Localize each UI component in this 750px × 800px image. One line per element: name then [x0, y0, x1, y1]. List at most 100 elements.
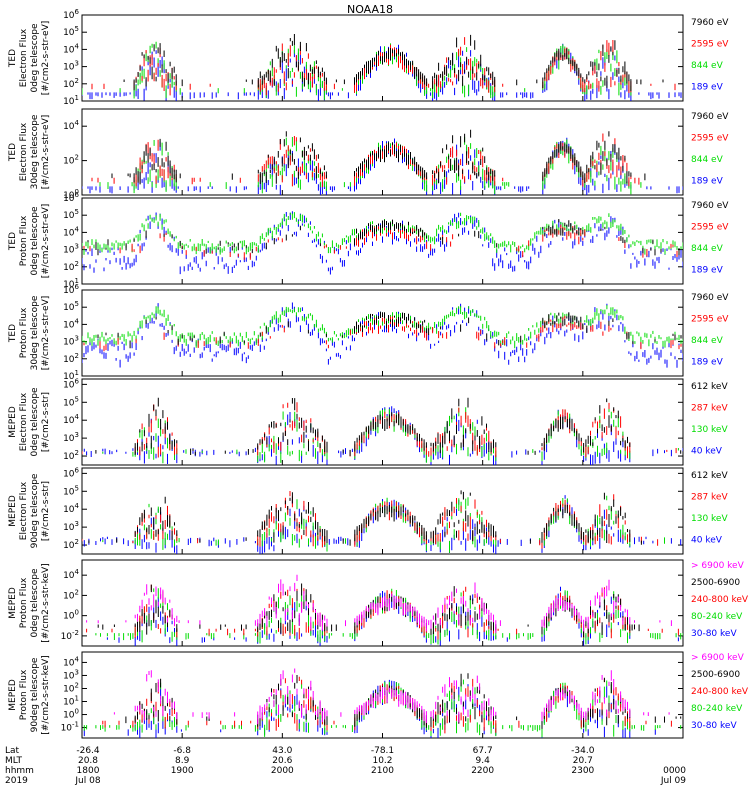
y-tick-label: 10-2: [61, 629, 79, 642]
legend-entry: > 6900 keV: [691, 653, 745, 663]
legend-entry: 2500-6900: [691, 578, 740, 588]
y-axis-label: MEPED: [8, 587, 18, 619]
x-tick-label: 43.0: [272, 746, 292, 756]
y-tick-label: 104: [63, 225, 79, 238]
legend-entry: 2595 eV: [691, 223, 729, 233]
legend-entry: 30-80 keV: [691, 629, 737, 639]
y-tick-label: 106: [63, 8, 79, 21]
y-axis-label: TED: [8, 324, 18, 343]
y-tick-label: 104: [63, 119, 79, 132]
series-trace: [83, 315, 682, 352]
y-tick-label: 102: [63, 77, 79, 90]
y-tick-label: 104: [63, 317, 79, 330]
y-axis-label: Proton Flux: [19, 307, 29, 358]
legend-entry: > 6900 keV: [691, 561, 745, 571]
series-traces: [82, 302, 683, 368]
x-tick-label: 1800: [77, 766, 100, 776]
legend-entry: 2500-6900: [691, 670, 740, 680]
y-axis-label: Proton Flux: [19, 215, 29, 266]
y-tick-label: 102: [63, 588, 79, 601]
series-trace: [97, 311, 682, 349]
y-tick-label: 100: [63, 609, 79, 622]
series-trace: [86, 574, 672, 634]
y-axis-label: Electron Flux: [19, 28, 29, 87]
x-tick-label: 20.6: [272, 756, 292, 766]
y-tick-label: 10-1: [61, 721, 79, 734]
legend-entry: 612 keV: [691, 471, 728, 481]
x-tick-label: 2300: [571, 766, 594, 776]
y-tick-label: 102: [63, 154, 79, 167]
y-tick-label: 101: [63, 94, 79, 107]
x-tick-label: 1900: [171, 766, 194, 776]
y-tick-label: 103: [63, 60, 79, 73]
series-traces: [82, 129, 683, 195]
x-row-label: MLT: [5, 756, 23, 766]
y-tick-label: 102: [63, 449, 79, 462]
legend-entry: 844 eV: [691, 155, 724, 165]
x-tick-label: -34.0: [571, 746, 595, 756]
legend-entry: 130 keV: [691, 514, 728, 524]
x-tick-label: -78.1: [371, 746, 394, 756]
y-tick-label: 103: [63, 668, 79, 681]
series-trace: [83, 679, 656, 738]
panel-ted-electron-0deg: 101 102 103 104 105 106 TED Electron Flux 0deg t…: [8, 8, 729, 107]
y-axis-label: 90deg telescope: [30, 473, 40, 548]
y-axis-label: Proton Flux: [19, 669, 29, 720]
series-trace: [82, 34, 664, 92]
y-axis-label: [#/cm2-s-str-eV]: [41, 21, 51, 96]
x-tick-label: -6.8: [173, 746, 191, 756]
y-axis-label: TED: [8, 49, 18, 68]
y-tick-label: 105: [63, 208, 79, 221]
y-axis-label: 30deg telescope: [30, 114, 40, 189]
series-traces: [82, 211, 683, 275]
x-tick-label: Jul 08: [74, 776, 100, 786]
legend-entry: 80-240 keV: [691, 612, 743, 622]
y-axis-label: 30deg telescope: [30, 295, 40, 370]
x-row-label: hhmm: [5, 766, 34, 776]
series-traces: [86, 574, 683, 646]
series-traces: [83, 668, 682, 738]
y-axis-label: Electron Flux: [19, 392, 29, 451]
legend-entry: 287 keV: [691, 404, 728, 414]
y-axis-label: 0deg telescope: [30, 387, 40, 457]
y-axis-label: Electron Flux: [19, 481, 29, 540]
x-tick-label: 67.7: [473, 746, 493, 756]
x-tick-label: 9.4: [476, 756, 491, 766]
legend-entry: 2595 eV: [691, 40, 729, 50]
y-tick-label: 101: [63, 695, 79, 708]
legend-entry: 240-800 keV: [691, 595, 749, 605]
legend-entry: 130 keV: [691, 425, 728, 435]
y-tick-label: 102: [63, 538, 79, 551]
x-tick-label: 0000: [663, 766, 686, 776]
series-trace: [95, 397, 682, 456]
y-tick-label: 104: [63, 568, 79, 581]
x-tick-label: 8.9: [175, 756, 190, 766]
legend-entry: 844 eV: [691, 61, 724, 71]
legend-entry: 189 eV: [691, 177, 724, 187]
y-axis-label: [#/cm2-s-str]: [41, 481, 51, 541]
series-trace: [82, 302, 683, 368]
series-trace: [88, 490, 642, 546]
series-trace: [91, 37, 676, 96]
y-axis-label: 90deg telescope: [30, 657, 40, 732]
legend-entry: 612 keV: [691, 382, 728, 392]
y-tick-label: 104: [63, 413, 79, 426]
y-tick-label: 103: [63, 431, 79, 444]
y-tick-label: 104: [63, 502, 79, 515]
y-axis-label: [#/cm2-s-str]: [41, 392, 51, 452]
y-axis-label: MEPED: [8, 679, 18, 711]
x-row-label: Lat: [5, 746, 20, 756]
legend-entry: 40 keV: [691, 536, 723, 546]
y-axis-label: TED: [8, 232, 18, 251]
y-axis-label: TED: [8, 143, 18, 162]
figure-title: NOAA18: [347, 3, 393, 16]
y-axis-label: MEPED: [8, 406, 18, 438]
series-trace: [82, 491, 659, 549]
y-axis-label: MEPED: [8, 495, 18, 527]
